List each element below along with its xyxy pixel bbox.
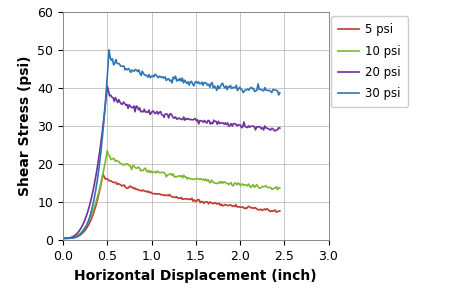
- 5 psi: [169, 195, 175, 198]
- 20 psi: [173, 115, 178, 119]
- 20 psi: [277, 126, 283, 130]
- 10 psi: [143, 166, 148, 170]
- 20 psi: [93, 176, 98, 180]
- 5 psi: [277, 209, 283, 213]
- 10 psi: [81, 228, 86, 232]
- 20 psi: [104, 84, 110, 88]
- 10 psi: [93, 202, 98, 205]
- 10 psi: [277, 186, 283, 190]
- 30 psi: [106, 48, 112, 52]
- 30 psi: [277, 91, 283, 95]
- 20 psi: [172, 116, 177, 120]
- Line: 30 psi: 30 psi: [63, 50, 280, 239]
- 10 psi: [173, 175, 178, 178]
- 5 psi: [78, 233, 84, 236]
- 5 psi: [140, 189, 145, 193]
- 5 psi: [250, 206, 255, 209]
- 20 psi: [251, 124, 256, 128]
- 5 psi: [100, 173, 106, 176]
- 10 psi: [60, 237, 66, 240]
- Line: 5 psi: 5 psi: [63, 174, 280, 239]
- 5 psi: [170, 195, 176, 199]
- 30 psi: [60, 237, 66, 240]
- 30 psi: [174, 79, 180, 83]
- Line: 20 psi: 20 psi: [63, 86, 280, 239]
- 20 psi: [60, 237, 66, 240]
- 5 psi: [60, 237, 66, 240]
- X-axis label: Horizontal Displacement (inch): Horizontal Displacement (inch): [74, 269, 317, 282]
- 20 psi: [143, 110, 148, 114]
- 10 psi: [172, 175, 177, 179]
- 20 psi: [81, 222, 86, 226]
- 30 psi: [173, 74, 178, 78]
- Legend: 5 psi, 10 psi, 20 psi, 30 psi: 5 psi, 10 psi, 20 psi, 30 psi: [331, 16, 408, 107]
- 30 psi: [81, 229, 87, 232]
- 10 psi: [104, 149, 110, 153]
- 10 psi: [251, 183, 256, 186]
- 30 psi: [251, 86, 256, 90]
- 30 psi: [94, 182, 99, 185]
- 5 psi: [90, 215, 95, 218]
- Y-axis label: Shear Stress (psi): Shear Stress (psi): [18, 56, 32, 196]
- 30 psi: [144, 74, 149, 77]
- Line: 10 psi: 10 psi: [63, 151, 280, 239]
